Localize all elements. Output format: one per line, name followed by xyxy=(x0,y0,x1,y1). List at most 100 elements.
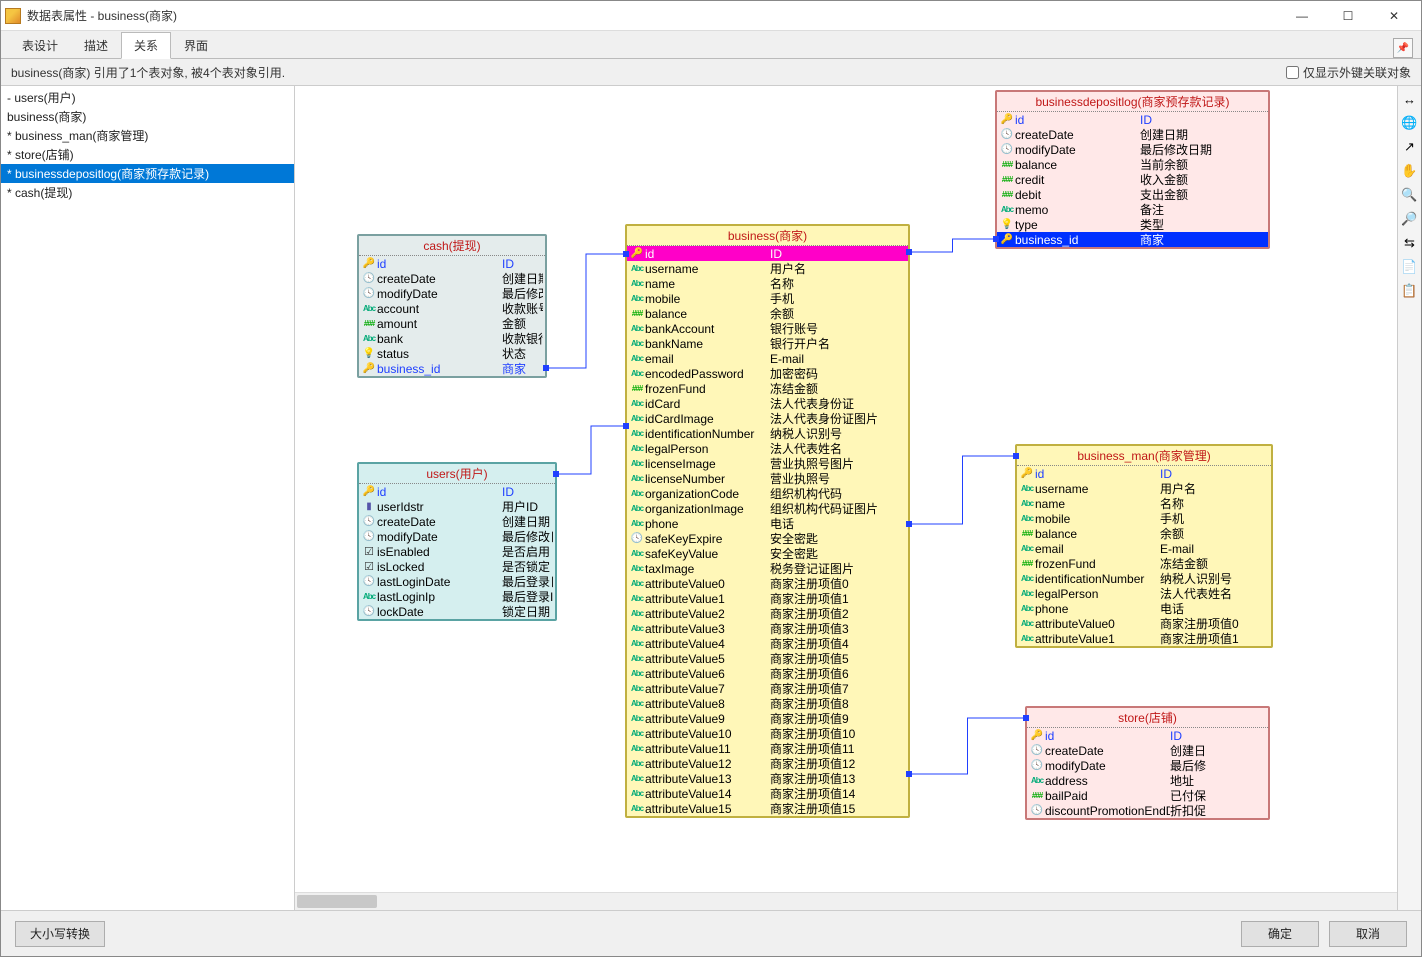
field-row[interactable]: emailE-mail xyxy=(1017,541,1271,556)
field-row[interactable]: attributeValue0商家注册项值0 xyxy=(1017,616,1271,631)
field-row[interactable]: username用户名 xyxy=(1017,481,1271,496)
field-row[interactable]: taxImage税务登记证图片 xyxy=(627,561,908,576)
fk-only-checkbox[interactable]: 仅显示外键关联对象 xyxy=(1286,64,1411,81)
field-row[interactable]: createDate创建日期 xyxy=(359,514,555,529)
field-row[interactable]: balance当前余额 xyxy=(997,157,1268,172)
field-row[interactable]: idID xyxy=(1027,728,1268,743)
field-row[interactable]: idID xyxy=(1017,466,1271,481)
field-row[interactable]: discountPromotionEndDate折扣促 xyxy=(1027,803,1268,818)
canvas-tool-1[interactable]: 🌐 xyxy=(1401,114,1419,132)
entity-header[interactable]: store(店铺) xyxy=(1027,708,1268,728)
field-row[interactable]: encodedPassword加密密码 xyxy=(627,366,908,381)
field-row[interactable]: lockDate锁定日期 xyxy=(359,604,555,619)
field-row[interactable]: safeKeyExpire安全密匙 xyxy=(627,531,908,546)
ok-button[interactable]: 确定 xyxy=(1241,921,1319,947)
canvas-tool-0[interactable]: ↔ xyxy=(1401,90,1419,108)
field-row[interactable]: createDate创建日期 xyxy=(359,271,545,286)
field-row[interactable]: identificationNumber纳税人识别号 xyxy=(1017,571,1271,586)
field-row[interactable]: createDate创建日 xyxy=(1027,743,1268,758)
field-row[interactable]: organizationCode组织机构代码 xyxy=(627,486,908,501)
field-row[interactable]: modifyDate最后修改日期 xyxy=(359,529,555,544)
field-row[interactable]: bankAccount银行账号 xyxy=(627,321,908,336)
entity-store[interactable]: store(店铺)idIDcreateDate创建日modifyDate最后修a… xyxy=(1025,706,1270,820)
field-row[interactable]: idID xyxy=(359,484,555,499)
field-row[interactable]: mobile手机 xyxy=(627,291,908,306)
case-convert-button[interactable]: 大小写转换 xyxy=(15,921,105,947)
field-row[interactable]: lastLoginDate最后登录日期 xyxy=(359,574,555,589)
entity-depositlog[interactable]: businessdepositlog(商家预存款记录)idIDcreateDat… xyxy=(995,90,1270,249)
field-row[interactable]: bank收款银行 xyxy=(359,331,545,346)
tree-item[interactable]: * cash(提现) xyxy=(1,183,294,202)
field-row[interactable]: isLocked是否锁定 xyxy=(359,559,555,574)
close-button[interactable]: ✕ xyxy=(1371,1,1417,31)
tree-item[interactable]: - users(用户) xyxy=(1,88,294,107)
field-row[interactable]: modifyDate最后修改日期 xyxy=(997,142,1268,157)
field-row[interactable]: credit收入金额 xyxy=(997,172,1268,187)
field-row[interactable]: licenseNumber营业执照号 xyxy=(627,471,908,486)
field-row[interactable]: debit支出金额 xyxy=(997,187,1268,202)
canvas-tool-5[interactable]: 🔎 xyxy=(1401,210,1419,228)
field-row[interactable]: identificationNumber纳税人识别号 xyxy=(627,426,908,441)
field-row[interactable]: attributeValue0商家注册项值0 xyxy=(627,576,908,591)
field-row[interactable]: attributeValue8商家注册项值8 xyxy=(627,696,908,711)
canvas-tool-4[interactable]: 🔍 xyxy=(1401,186,1419,204)
canvas-tool-6[interactable]: ⇆ xyxy=(1401,234,1419,252)
field-row[interactable]: phone电话 xyxy=(627,516,908,531)
entity-cash[interactable]: cash(提现)idIDcreateDate创建日期modifyDate最后修改… xyxy=(357,234,547,378)
tree-sidebar[interactable]: - users(用户)business(商家) * business_man(商… xyxy=(1,86,295,910)
field-row[interactable]: frozenFund冻结金额 xyxy=(627,381,908,396)
tab-2[interactable]: 关系 xyxy=(121,32,171,59)
field-row[interactable]: createDate创建日期 xyxy=(997,127,1268,142)
entity-bman[interactable]: business_man(商家管理)idIDusername用户名name名称m… xyxy=(1015,444,1273,648)
field-row[interactable]: attributeValue1商家注册项值1 xyxy=(1017,631,1271,646)
field-row[interactable]: attributeValue13商家注册项值13 xyxy=(627,771,908,786)
canvas-tool-8[interactable]: 📋 xyxy=(1401,282,1419,300)
field-row[interactable]: licenseImage营业执照号图片 xyxy=(627,456,908,471)
field-row[interactable]: safeKeyValue安全密匙 xyxy=(627,546,908,561)
titlebar[interactable]: 数据表属性 - business(商家) — ☐ ✕ xyxy=(1,1,1421,31)
field-row[interactable]: attributeValue12商家注册项值12 xyxy=(627,756,908,771)
field-row[interactable]: lastLoginIp最后登录IP xyxy=(359,589,555,604)
tree-item[interactable]: * businessdepositlog(商家预存款记录) xyxy=(1,164,294,183)
tab-3[interactable]: 界面 xyxy=(171,32,221,59)
field-row[interactable]: name名称 xyxy=(627,276,908,291)
field-row[interactable]: isEnabled是否启用 xyxy=(359,544,555,559)
canvas-scroll[interactable]: cash(提现)idIDcreateDate创建日期modifyDate最后修改… xyxy=(295,86,1403,892)
field-row[interactable]: business_id商家 xyxy=(359,361,545,376)
entity-header[interactable]: businessdepositlog(商家预存款记录) xyxy=(997,92,1268,112)
field-row[interactable]: attributeValue11商家注册项值11 xyxy=(627,741,908,756)
field-row[interactable]: bankName银行开户名 xyxy=(627,336,908,351)
field-row[interactable]: mobile手机 xyxy=(1017,511,1271,526)
scroll-thumb[interactable] xyxy=(297,895,377,908)
field-row[interactable]: business_id商家 xyxy=(997,232,1268,247)
field-row[interactable]: attributeValue7商家注册项值7 xyxy=(627,681,908,696)
field-row[interactable]: modifyDate最后修改日期 xyxy=(359,286,545,301)
field-row[interactable]: organizationImage组织机构代码证图片 xyxy=(627,501,908,516)
field-row[interactable]: memo备注 xyxy=(997,202,1268,217)
field-row[interactable]: account收款账号 xyxy=(359,301,545,316)
relationship-canvas[interactable]: cash(提现)idIDcreateDate创建日期modifyDate最后修改… xyxy=(295,86,1403,892)
field-row[interactable]: address地址 xyxy=(1027,773,1268,788)
tree-item[interactable]: business(商家) xyxy=(1,107,294,126)
field-row[interactable]: status状态 xyxy=(359,346,545,361)
field-row[interactable]: phone电话 xyxy=(1017,601,1271,616)
field-row[interactable]: attributeValue6商家注册项值6 xyxy=(627,666,908,681)
field-row[interactable]: idCardImage法人代表身份证图片 xyxy=(627,411,908,426)
field-row[interactable]: balance余额 xyxy=(627,306,908,321)
field-row[interactable]: idCard法人代表身份证 xyxy=(627,396,908,411)
field-row[interactable]: legalPerson法人代表姓名 xyxy=(627,441,908,456)
field-row[interactable]: bailPaid已付保 xyxy=(1027,788,1268,803)
field-row[interactable]: amount金额 xyxy=(359,316,545,331)
field-row[interactable]: emailE-mail xyxy=(627,351,908,366)
pin-button[interactable]: 📌 xyxy=(1393,38,1413,58)
field-row[interactable]: modifyDate最后修 xyxy=(1027,758,1268,773)
canvas-tool-2[interactable]: ↗ xyxy=(1401,138,1419,156)
field-row[interactable]: attributeValue15商家注册项值15 xyxy=(627,801,908,816)
field-row[interactable]: idID xyxy=(627,246,908,261)
field-row[interactable]: type类型 xyxy=(997,217,1268,232)
field-row[interactable]: attributeValue9商家注册项值9 xyxy=(627,711,908,726)
field-row[interactable]: attributeValue14商家注册项值14 xyxy=(627,786,908,801)
tree-item[interactable]: * store(店铺) xyxy=(1,145,294,164)
field-row[interactable]: attributeValue5商家注册项值5 xyxy=(627,651,908,666)
tab-0[interactable]: 表设计 xyxy=(9,32,71,59)
